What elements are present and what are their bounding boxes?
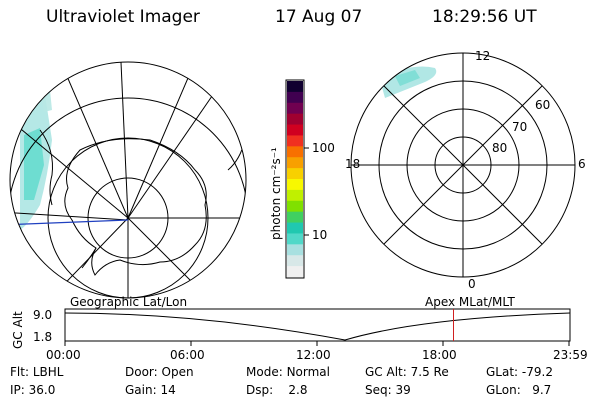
colorbar-band	[287, 222, 303, 234]
x-tick-1200: 12:00	[296, 348, 331, 362]
colorbar-band	[287, 255, 303, 267]
colorbar-band	[287, 200, 303, 213]
colorbar-band	[287, 266, 303, 278]
mlt-label-18: 18	[345, 157, 361, 171]
date-label: 17 Aug 07	[275, 7, 363, 27]
mlat-label-60: 60	[535, 98, 551, 112]
antarctica-coastline	[64, 138, 207, 276]
x-tick-1800: 18:00	[422, 348, 457, 362]
colorbar-tick-100: 100	[312, 141, 335, 155]
colorbar-band	[287, 113, 303, 126]
dsp-info: Dsp: 2.8	[246, 383, 308, 397]
ground-track-line	[10, 219, 129, 226]
colorbar-band	[287, 244, 303, 256]
gc-alt-info: GC Alt: 7.5 Re	[365, 365, 449, 379]
altitude-curve	[64, 312, 571, 341]
magnetic-polar-map	[350, 52, 576, 278]
glat-info: GLat: -79.2	[486, 365, 553, 379]
instrument-title: Ultraviolet Imager	[46, 7, 200, 27]
mlt-label-6: 6	[578, 157, 586, 171]
ip-info: IP: 36.0	[10, 383, 56, 397]
y-tick-top: 9.0	[33, 308, 53, 322]
mlt-label-12: 12	[475, 49, 491, 63]
seq-info: Seq: 39	[365, 383, 411, 397]
colorbar-band	[287, 146, 303, 158]
y-tick-bottom: 1.8	[33, 330, 53, 344]
timeline-plot	[64, 308, 571, 346]
door-info: Door: Open	[125, 365, 194, 379]
colorbar-band	[287, 233, 303, 245]
geographic-map	[9, 61, 247, 299]
apex-label: Apex MLat/MLT	[425, 295, 515, 309]
x-tick-0600: 06:00	[170, 348, 205, 362]
colorbar-band	[287, 81, 303, 93]
colorbar-band	[287, 124, 303, 136]
colorbar-tick-10: 10	[312, 228, 328, 242]
x-tick-2359: 23:59	[553, 348, 588, 362]
gc-alt-axis-label: GC Alt	[11, 311, 25, 349]
colorbar-band	[287, 168, 303, 180]
colorbar-band	[287, 189, 303, 202]
glon-info: GLon: 9.7	[486, 383, 552, 397]
colorbar-unit-label: photon cm⁻²s⁻¹	[269, 147, 283, 240]
mlt-label-0: 0	[468, 277, 476, 291]
colorbar-band	[287, 135, 303, 147]
colorbar	[285, 79, 309, 279]
x-tick-0000: 00:00	[46, 348, 81, 362]
colorbar-band	[287, 179, 303, 191]
mode-info: Mode: Normal	[246, 365, 330, 379]
colorbar-band	[287, 157, 303, 169]
filter-info: Flt: LBHL	[10, 365, 64, 379]
geographic-label: Geographic Lat/Lon	[70, 295, 188, 309]
colorbar-band	[287, 91, 303, 104]
colorbar-band	[287, 102, 303, 115]
gain-info: Gain: 14	[125, 383, 176, 397]
mlat-label-70: 70	[512, 120, 528, 134]
time-label: 18:29:56 UT	[432, 7, 537, 27]
colorbar-band	[287, 211, 303, 224]
mlat-label-80: 80	[492, 141, 508, 155]
